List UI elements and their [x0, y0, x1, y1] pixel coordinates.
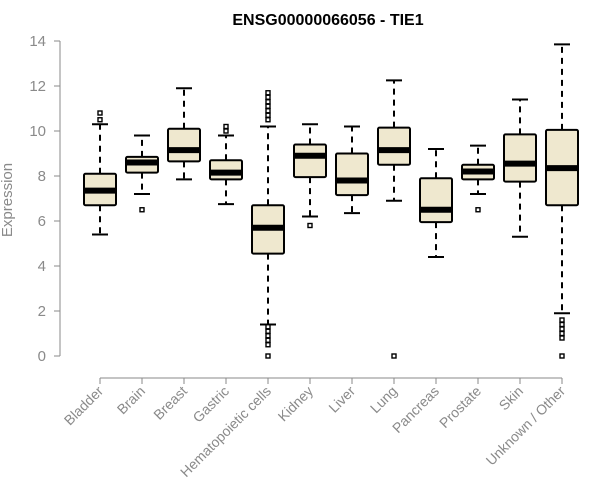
- box-iqr: [419, 177, 453, 224]
- outlier-point: [223, 128, 229, 134]
- chart-title: ENSG00000066056 - TIE1: [232, 12, 423, 29]
- box-iqr: [293, 143, 327, 179]
- y-tick-label: 6: [38, 213, 46, 230]
- category-label: Prostate: [436, 383, 484, 431]
- outlier-point: [139, 207, 145, 213]
- outlier-point: [265, 90, 271, 96]
- outlier-point: [265, 112, 271, 118]
- category-label: Breast: [150, 383, 190, 423]
- outlier-point: [265, 103, 271, 109]
- category-label: Lung: [367, 383, 400, 416]
- outlier-point: [265, 117, 271, 123]
- outlier-point: [559, 353, 565, 359]
- box-group: [503, 98, 537, 238]
- outlier-point: [391, 353, 397, 359]
- box-group: [335, 125, 369, 215]
- outlier-point: [265, 324, 271, 330]
- box-group: [125, 134, 159, 213]
- box-group: [293, 123, 327, 229]
- outlier-point: [559, 321, 565, 328]
- box-group: [167, 87, 201, 181]
- box-group: [545, 43, 579, 359]
- outlier-point: [97, 117, 103, 123]
- outlier-point: [223, 123, 229, 130]
- y-tick-label: 8: [38, 168, 46, 185]
- box-iqr: [503, 133, 537, 183]
- category-label: Unknown / Other: [483, 383, 569, 469]
- category-label: Kidney: [275, 383, 317, 425]
- box-group: [461, 144, 495, 213]
- outlier-point: [559, 335, 565, 341]
- outlier-point: [97, 110, 103, 116]
- outlier-point: [265, 328, 271, 334]
- outlier-point: [559, 330, 565, 337]
- box-iqr: [377, 126, 411, 166]
- outlier-point: [475, 207, 481, 213]
- box-group: [377, 79, 411, 359]
- boxes-layer: [83, 43, 579, 359]
- outlier-point: [559, 326, 565, 332]
- category-label: Liver: [325, 383, 358, 416]
- box-group: [83, 110, 117, 236]
- category-label: Pancreas: [389, 383, 442, 436]
- box-group: [251, 90, 285, 359]
- outlier-point: [265, 353, 271, 359]
- category-label: Skin: [496, 383, 527, 414]
- outlier-point: [307, 222, 313, 229]
- y-tick-label: 10: [29, 123, 46, 140]
- outlier-point: [265, 337, 271, 343]
- y-tick-label: 14: [29, 33, 46, 50]
- y-axis-label: Expression: [0, 163, 16, 237]
- y-tick-label: 12: [29, 78, 46, 95]
- y-tick-label: 0: [38, 348, 46, 365]
- outlier-point: [265, 342, 271, 348]
- outlier-point: [559, 317, 565, 323]
- outlier-point: [265, 108, 271, 114]
- axes-layer: 0 2 4 6 8 10 12 14: [29, 33, 563, 384]
- box-iqr: [167, 127, 201, 163]
- y-tick-label: 4: [38, 258, 46, 275]
- outlier-point: [265, 99, 271, 105]
- outlier-point: [265, 333, 271, 339]
- category-label: Brain: [114, 383, 148, 417]
- box-iqr: [335, 152, 369, 197]
- box-group: [209, 123, 243, 206]
- box-group: [419, 148, 453, 258]
- category-label: Bladder: [61, 383, 107, 429]
- y-tick-label: 2: [38, 303, 46, 320]
- outlier-point: [265, 94, 271, 100]
